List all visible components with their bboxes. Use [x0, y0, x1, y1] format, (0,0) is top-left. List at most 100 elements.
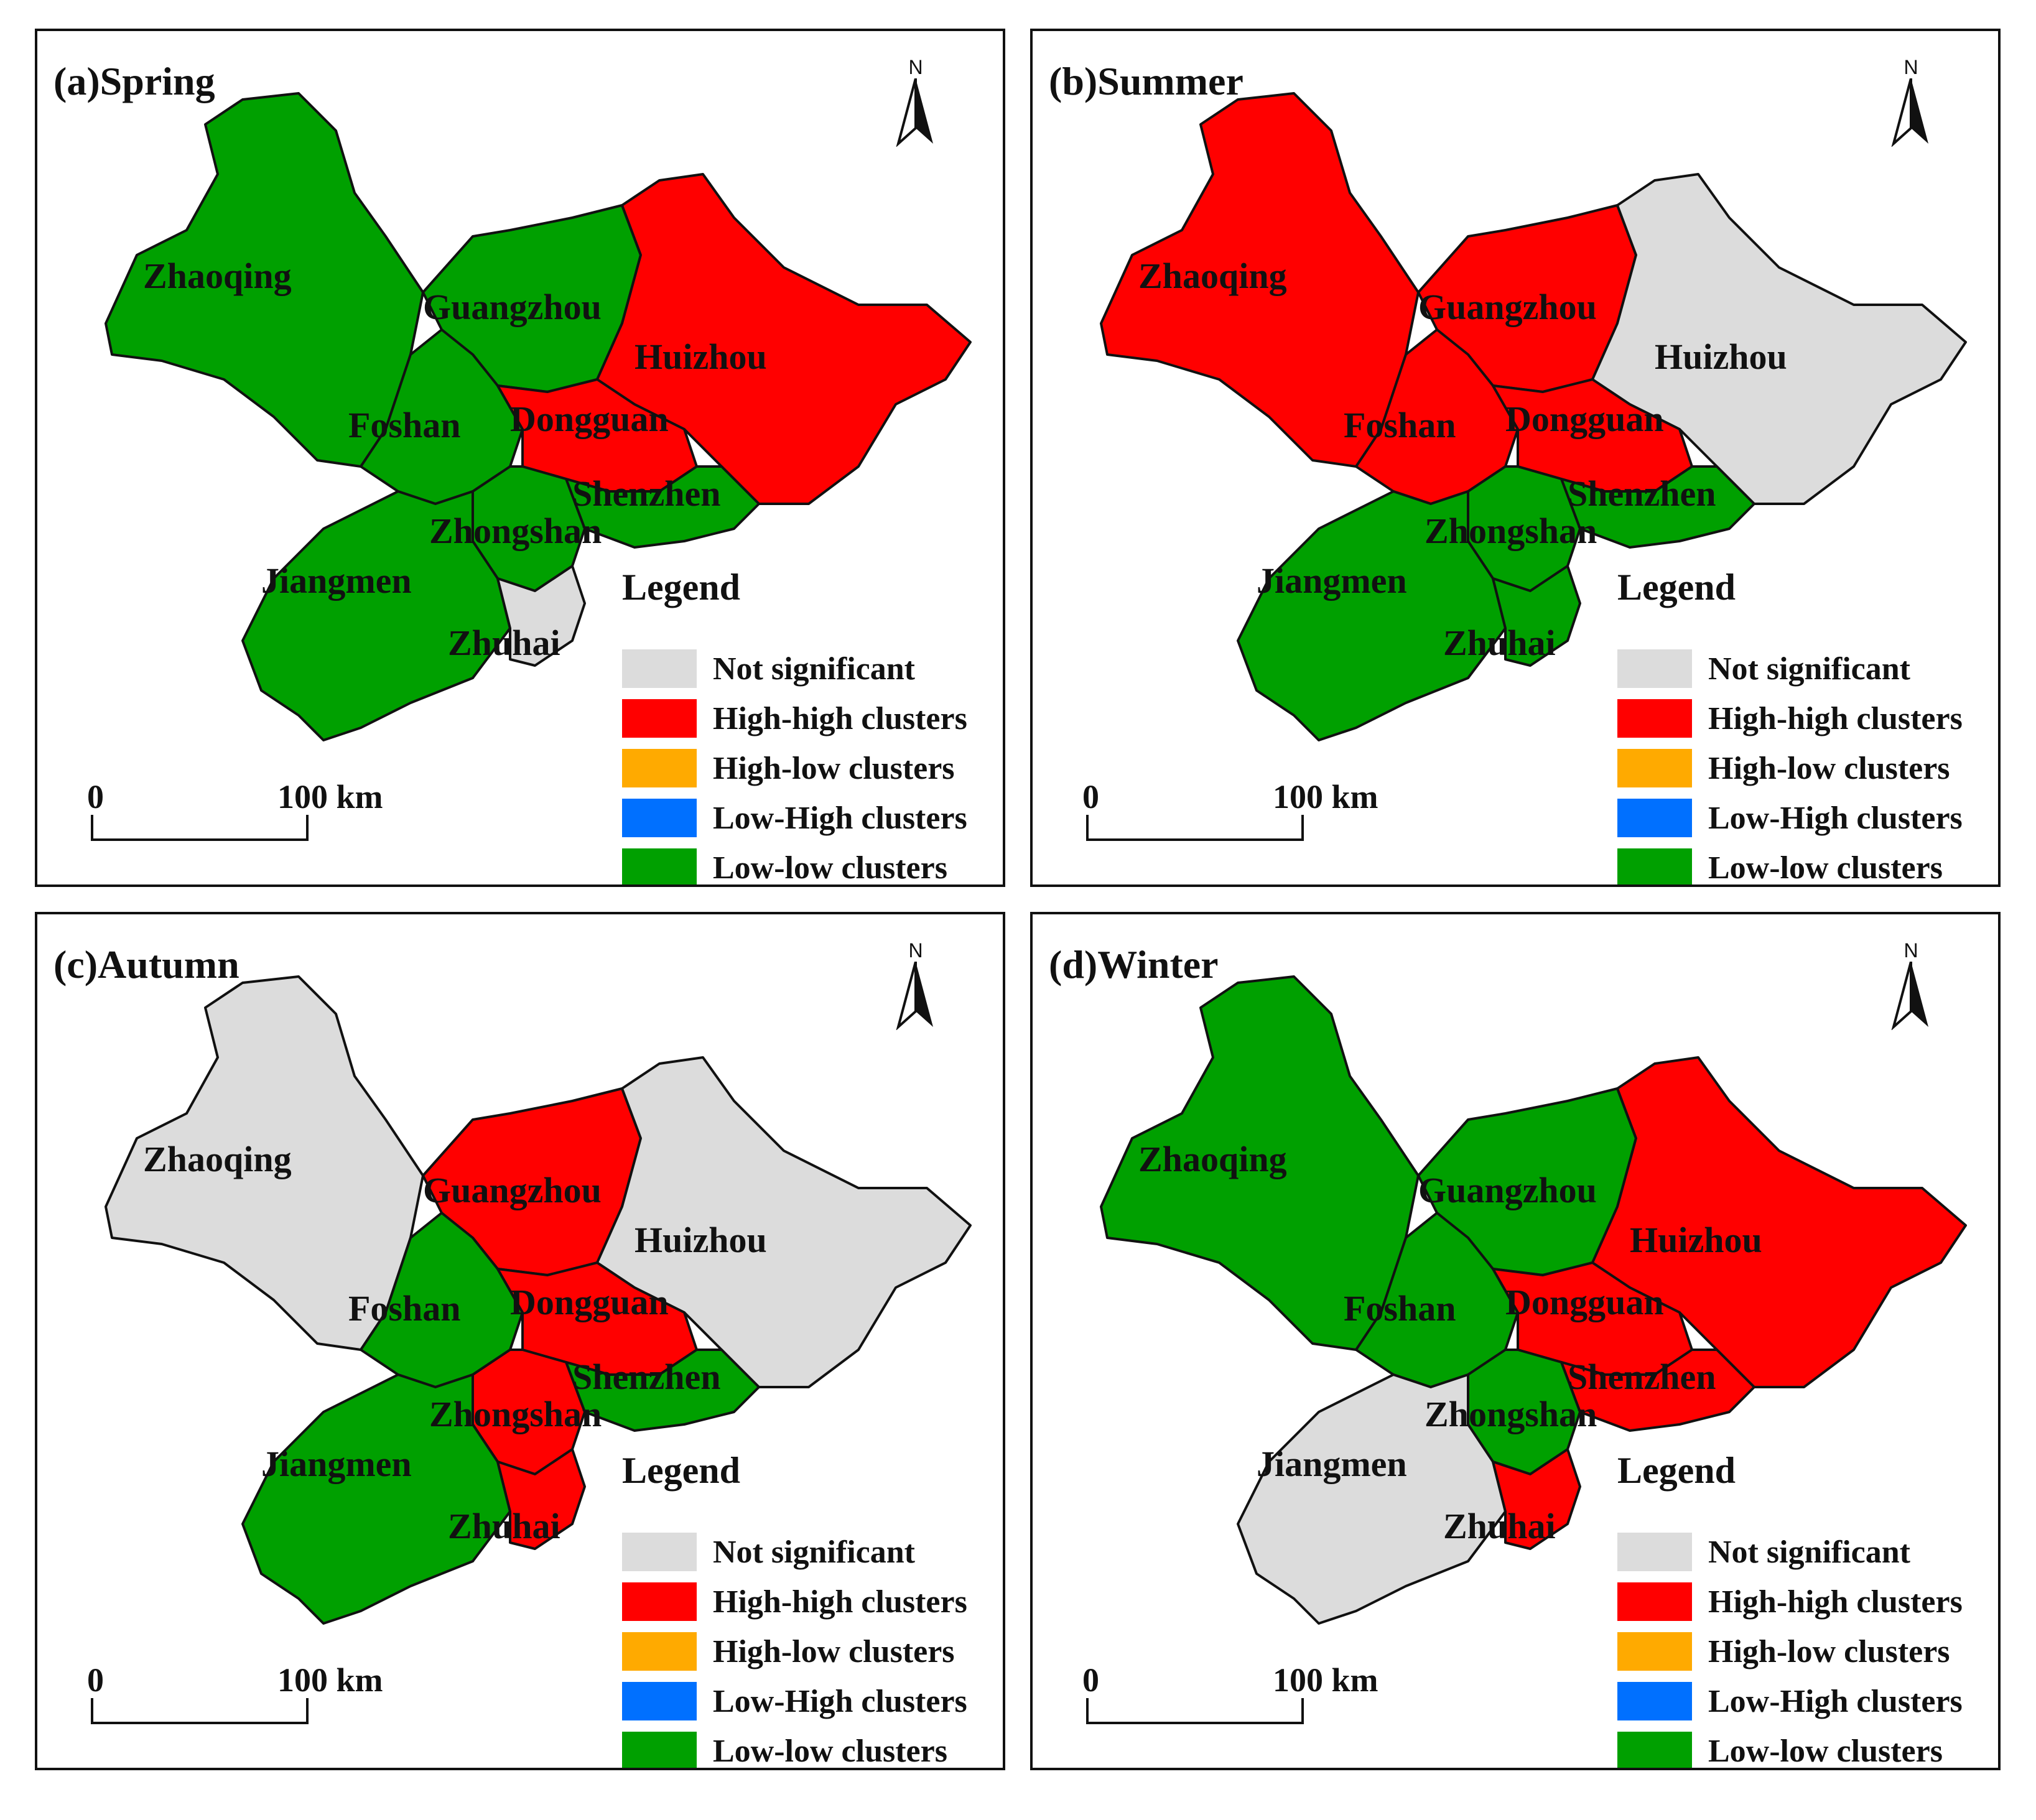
legend-label: Not significant — [1708, 651, 1910, 687]
city-label-zhongshan: Zhongshan — [429, 1394, 602, 1434]
legend-label: Low-low clusters — [713, 850, 947, 886]
region-shenzhen — [565, 465, 760, 549]
scale-line — [1086, 1722, 1304, 1724]
city-label-jiangmen: Jiangmen — [1257, 1444, 1407, 1484]
scale-bar: 0 100 km — [1082, 778, 1393, 883]
city-label-dongguan: Dongguan — [1505, 1282, 1664, 1322]
panel-title: (c)Autumn — [53, 942, 239, 987]
legend-label: Not significant — [1708, 1534, 1910, 1570]
scale-distance-label: 100 km — [277, 778, 383, 815]
city-label-foshan: Foshan — [348, 1288, 461, 1329]
region-zhuhai — [1492, 1448, 1581, 1550]
city-label-dongguan: Dongguan — [510, 1282, 669, 1322]
legend-item: Low-High clusters — [1617, 796, 1963, 840]
legend-item: High-high clusters — [622, 697, 967, 740]
legend-label: High-low clusters — [713, 1633, 955, 1669]
legend-item: High-low clusters — [622, 1630, 955, 1673]
city-label-huizhou: Huizhou — [635, 337, 767, 377]
legend-item: High-high clusters — [1617, 697, 1963, 740]
legend-title: Legend — [1617, 567, 1736, 608]
city-label-foshan: Foshan — [1344, 1288, 1456, 1329]
scale-bar: 0 100 km — [1082, 1661, 1393, 1767]
scale-bar: 0 100 km — [87, 778, 398, 883]
legend-swatch — [1617, 1632, 1692, 1671]
city-label-dongguan: Dongguan — [1505, 399, 1664, 439]
legend-item: Not significant — [622, 647, 915, 690]
scale-line — [91, 1722, 309, 1724]
city-label-zhaoqing: Zhaoqing — [1138, 1139, 1287, 1179]
legend-swatch — [1617, 1582, 1692, 1621]
legend-swatch — [1617, 699, 1692, 738]
scale-distance-label: 100 km — [277, 1661, 383, 1699]
region-shenzhen — [1560, 465, 1755, 549]
map-panel-autumn: (c)Autumn N Zhaoqing Guangzhou Huizhou F… — [35, 912, 1005, 1770]
city-label-huizhou: Huizhou — [635, 1220, 767, 1260]
legend-item: Low-low clusters — [622, 1729, 947, 1769]
legend-item: Low-low clusters — [1617, 846, 1943, 884]
region-zhuhai — [496, 565, 586, 667]
scale-zero-label: 0 — [87, 778, 104, 815]
legend-swatch — [622, 1533, 697, 1571]
region-zhaoqing — [105, 975, 424, 1351]
scale-tick-left — [1086, 815, 1089, 841]
legend-item: Low-low clusters — [622, 846, 947, 886]
legend-swatch — [1617, 799, 1692, 837]
legend-label: Low-High clusters — [1708, 800, 1963, 836]
scale-distance-label: 100 km — [1273, 778, 1378, 815]
legend-item: Not significant — [622, 1530, 915, 1574]
legend-item: Low-High clusters — [622, 1679, 967, 1723]
city-label-zhongshan: Zhongshan — [1425, 511, 1597, 551]
north-label: N — [908, 56, 923, 78]
city-label-guangzhou: Guangzhou — [1418, 1170, 1597, 1210]
legend-swatch — [622, 1632, 697, 1671]
city-label-shenzhen: Shenzhen — [572, 1357, 721, 1397]
legend-label: Low-low clusters — [713, 1733, 947, 1769]
legend-label: High-low clusters — [1708, 1633, 1950, 1669]
scale-tick-right — [306, 815, 309, 841]
scale-tick-right — [1301, 815, 1304, 841]
legend-swatch — [1617, 1682, 1692, 1720]
city-label-guangzhou: Guangzhou — [1418, 287, 1597, 327]
legend-item: Low-low clusters — [1617, 1729, 1943, 1769]
city-label-foshan: Foshan — [348, 405, 461, 445]
city-label-jiangmen: Jiangmen — [1257, 560, 1407, 601]
city-label-zhongshan: Zhongshan — [429, 511, 602, 551]
legend-item: High-low clusters — [1617, 1630, 1950, 1673]
legend-swatch — [622, 848, 697, 884]
legend-label: Low-High clusters — [713, 1683, 967, 1719]
map-panel-spring: (a)Spring N Zhaoqing Guangzhou Huizhou F… — [35, 29, 1005, 887]
north-arrow-icon — [896, 78, 933, 147]
legend-label: Low-low clusters — [1708, 1733, 1943, 1769]
legend-swatch — [622, 649, 697, 688]
panel-title: (b)Summer — [1049, 59, 1243, 103]
legend-item: High-high clusters — [622, 1580, 967, 1623]
scale-line — [91, 838, 309, 841]
city-label-foshan: Foshan — [1344, 405, 1456, 445]
legend-item: High-low clusters — [622, 746, 955, 790]
city-label-dongguan: Dongguan — [510, 399, 669, 439]
legend-item: High-low clusters — [1617, 746, 1950, 790]
legend-swatch — [622, 1582, 697, 1621]
legend-swatch — [622, 1682, 697, 1720]
scale-zero-label: 0 — [1082, 1661, 1099, 1699]
legend-label: High-low clusters — [1708, 750, 1950, 786]
legend-swatch — [1617, 1732, 1692, 1768]
scale-tick-right — [1301, 1698, 1304, 1724]
legend-label: Low-High clusters — [1708, 1683, 1963, 1719]
legend-swatch — [1617, 649, 1692, 688]
city-label-jiangmen: Jiangmen — [261, 1444, 412, 1484]
north-arrow: N — [891, 939, 941, 1051]
north-arrow-icon — [896, 962, 933, 1030]
scale-tick-left — [1086, 1698, 1089, 1724]
region-map — [105, 92, 972, 741]
map-panel-winter: (d)Winter N Zhaoqing Guangzhou Huizhou F… — [1030, 912, 2001, 1770]
north-arrow-icon — [1891, 78, 1928, 147]
region-map — [1100, 975, 1967, 1625]
city-label-zhongshan: Zhongshan — [1425, 1394, 1597, 1434]
legend-title: Legend — [1617, 1450, 1736, 1491]
region-zhaoqing — [1100, 975, 1420, 1351]
legend-item: Not significant — [1617, 1530, 1910, 1574]
city-label-zhaoqing: Zhaoqing — [1138, 256, 1287, 296]
legend-label: High-low clusters — [713, 750, 955, 786]
legend-swatch — [622, 749, 697, 787]
